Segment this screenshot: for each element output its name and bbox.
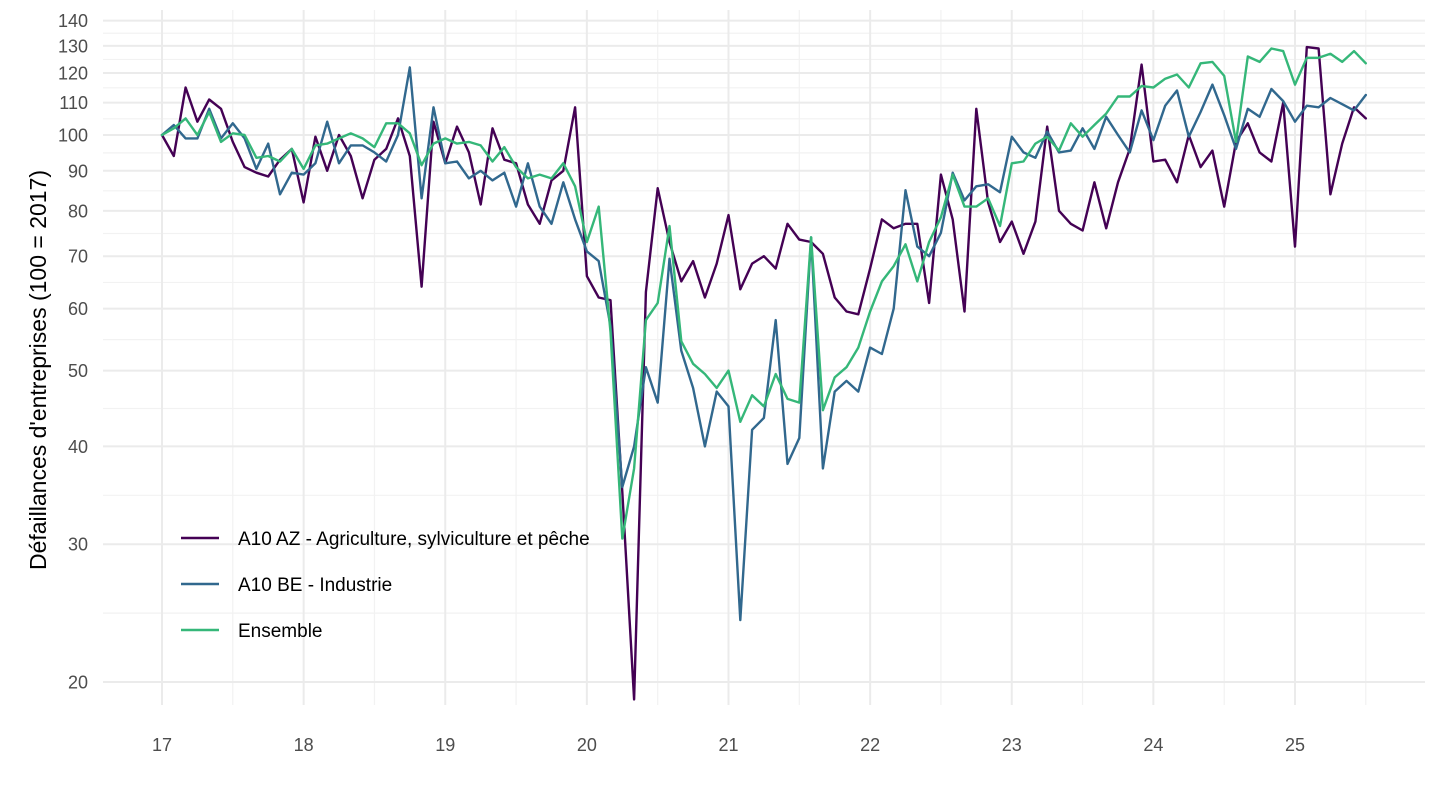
y-tick-label: 110: [59, 93, 88, 113]
legend-item-2[interactable]: A10 BE - Industrie: [181, 575, 392, 596]
series-line-1: [160, 45, 1368, 701]
x-tick-label: 17: [152, 735, 172, 755]
y-tick-label: 60: [68, 299, 88, 319]
minor-gridlines: [103, 10, 1425, 705]
series-line-3: [160, 47, 1368, 540]
x-tick-label: 19: [435, 735, 455, 755]
y-axis-title: Défaillances d'entreprises (100 = 2017): [25, 170, 51, 570]
y-tick-label: 130: [58, 36, 88, 56]
y-tick-label: 70: [68, 247, 88, 267]
x-tick-label: 22: [860, 735, 880, 755]
x-tick-label: 21: [718, 735, 738, 755]
x-tick-label: 25: [1285, 735, 1305, 755]
y-tick-label: 80: [68, 201, 88, 221]
x-tick-label: 18: [294, 735, 314, 755]
y-tick-label: 90: [68, 161, 88, 181]
y-tick-label: 40: [68, 437, 88, 457]
x-tick-label: 24: [1143, 735, 1163, 755]
legend[interactable]: A10 AZ - Agriculture, sylviculture et pê…: [181, 529, 590, 642]
x-axis-tick-labels: 17 18 19 20 21 22 23 24 25: [152, 735, 1305, 755]
legend-item-3[interactable]: Ensemble: [181, 621, 323, 642]
legend-item-1[interactable]: A10 AZ - Agriculture, sylviculture et pê…: [181, 529, 590, 550]
major-gridlines: [103, 10, 1425, 705]
y-tick-label: 30: [68, 535, 88, 555]
x-tick-label: 20: [577, 735, 597, 755]
y-tick-label: 50: [68, 361, 88, 381]
series-lines: [160, 45, 1368, 701]
series-line-2: [160, 66, 1368, 622]
legend-label: A10 BE - Industrie: [238, 575, 392, 596]
x-tick-label: 23: [1002, 735, 1022, 755]
legend-label: Ensemble: [238, 621, 323, 642]
y-tick-label: 20: [68, 673, 88, 693]
y-tick-label: 100: [58, 126, 88, 146]
y-tick-label: 140: [58, 11, 88, 31]
legend-label: A10 AZ - Agriculture, sylviculture et pê…: [238, 529, 590, 550]
y-axis-tick-labels: 20 30 40 50 60 70 80 90 100 110 120 130 140: [58, 11, 88, 692]
y-tick-label: 120: [58, 64, 88, 84]
